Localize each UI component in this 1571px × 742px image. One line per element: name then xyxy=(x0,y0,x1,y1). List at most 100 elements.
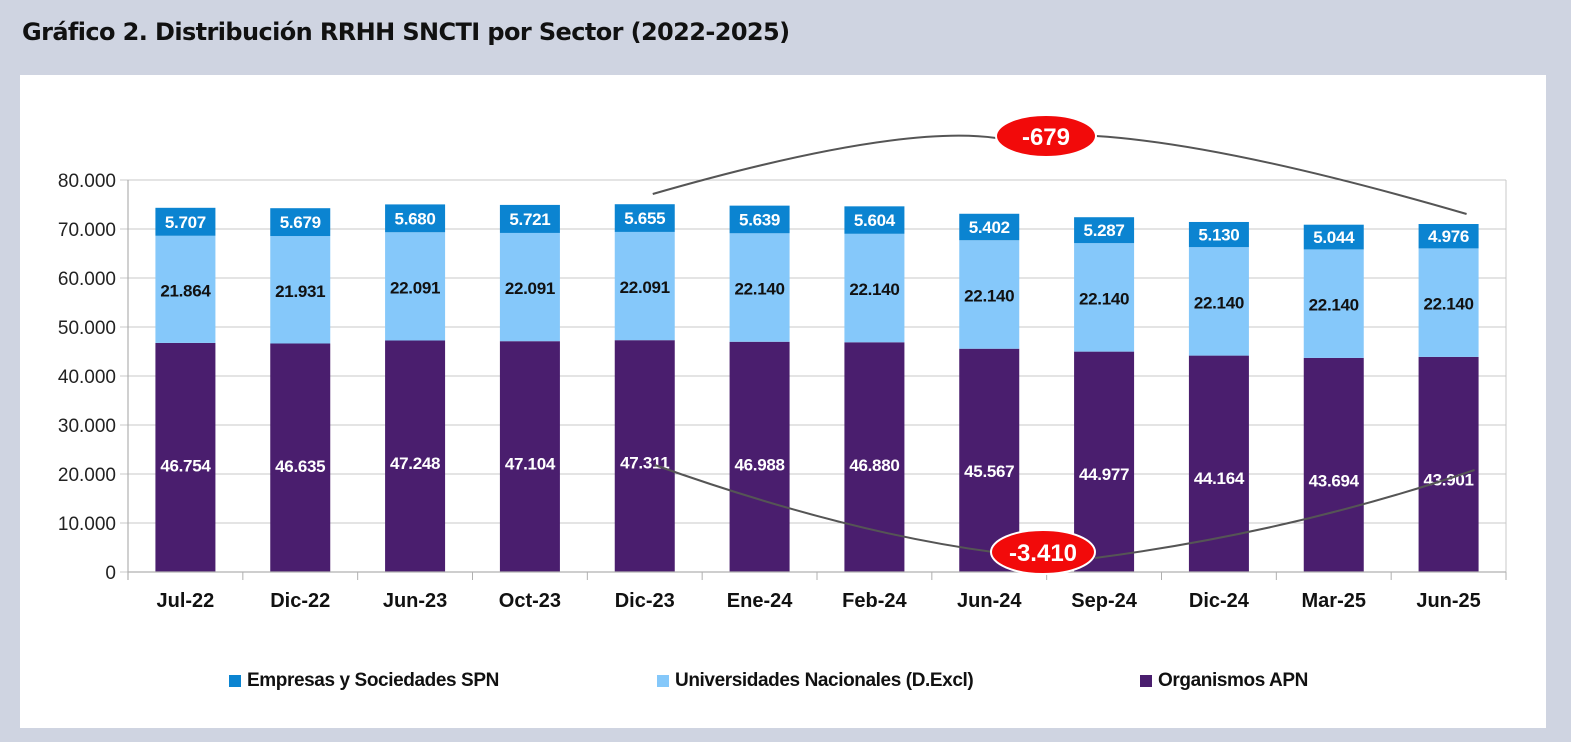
y-tick-label: 50.000 xyxy=(58,318,116,339)
bar-segment-organismos xyxy=(270,343,331,572)
x-tick-label: Sep-24 xyxy=(1071,590,1137,612)
callout-oval xyxy=(995,114,1097,158)
data-label: 47.311 xyxy=(620,454,669,473)
data-label: 5.639 xyxy=(739,210,780,229)
callout-label: -3.410 xyxy=(1009,540,1077,567)
x-tick-label: Oct-23 xyxy=(499,590,561,612)
data-label: 43.694 xyxy=(1309,471,1360,490)
bar-segment-empresas xyxy=(1188,221,1249,248)
legend-item-universidades[interactable]: Universidades Nacionales (D.Excl) xyxy=(657,670,974,692)
x-tick-label: Dic-24 xyxy=(1189,590,1250,612)
data-label: 22.140 xyxy=(734,280,784,299)
bar-segment-universidades xyxy=(844,233,905,343)
data-label: 44.977 xyxy=(1079,465,1129,484)
y-tick-label: 80.000 xyxy=(58,171,116,192)
chart-title: Gráfico 2. Distribución RRHH SNCTI por S… xyxy=(22,18,790,46)
legend-swatch-organismos xyxy=(1140,675,1152,687)
data-label: 22.140 xyxy=(1309,296,1359,315)
y-tick-label: 0 xyxy=(105,563,116,584)
legend-label: Universidades Nacionales (D.Excl) xyxy=(675,670,974,691)
bar-segment-empresas xyxy=(1418,224,1479,249)
y-tick-label: 10.000 xyxy=(58,514,116,535)
bar-segment-organismos xyxy=(155,342,216,572)
x-tick-label: Feb-24 xyxy=(842,590,907,612)
y-tick-label: 20.000 xyxy=(58,465,116,486)
data-label: 5.287 xyxy=(1084,221,1125,240)
data-labels: 46.754 21.864 5.707 46.635 21.931 5.679 47.248… xyxy=(160,209,1474,490)
legend-item-organismos[interactable]: Organismos APN xyxy=(1140,670,1308,692)
y-tick-label: 40.000 xyxy=(58,367,116,388)
callout-label: -679 xyxy=(1022,124,1070,151)
bar-segment-empresas xyxy=(959,213,1020,241)
bar-segment-universidades xyxy=(614,231,675,341)
data-label: 46.880 xyxy=(849,456,899,475)
bar-segment-empresas xyxy=(270,208,331,237)
bar-segment-universidades xyxy=(385,232,446,341)
legend-swatch-empresas xyxy=(229,675,241,687)
bar-segment-universidades xyxy=(1188,247,1249,356)
bar-segment-empresas xyxy=(155,207,216,236)
bar-segment-empresas xyxy=(614,204,675,232)
data-label: 22.091 xyxy=(505,279,555,298)
data-label: 22.140 xyxy=(1194,293,1244,312)
x-tick-label: Dic-23 xyxy=(615,590,675,612)
bar-segment-empresas xyxy=(499,204,560,233)
callout-oval xyxy=(990,529,1096,575)
bar-segment-universidades xyxy=(1418,248,1479,357)
annotations: -679 -3.410 xyxy=(652,114,1475,575)
bar-segment-universidades xyxy=(1074,243,1135,352)
legend: Empresas y Sociedades SPN Universidades … xyxy=(0,670,1571,696)
data-label: 46.754 xyxy=(160,456,211,475)
connector-line xyxy=(1094,469,1475,559)
connector-line xyxy=(654,464,994,553)
data-label: 4.976 xyxy=(1428,227,1469,246)
data-label: 47.104 xyxy=(505,455,556,474)
x-tick-label: Jun-23 xyxy=(383,590,447,612)
bar-segment-organismos xyxy=(385,340,446,572)
data-label: 22.140 xyxy=(849,280,899,299)
data-label: 47.248 xyxy=(390,454,440,473)
bar-segment-empresas xyxy=(844,206,905,234)
data-label: 22.140 xyxy=(1423,295,1473,314)
legend-label: Empresas y Sociedades SPN xyxy=(247,670,499,691)
gridlines xyxy=(120,179,1507,573)
data-label: 21.864 xyxy=(160,281,211,300)
data-label: 5.044 xyxy=(1313,228,1355,247)
legend-swatch-universidades xyxy=(657,675,669,687)
bar-segment-organismos xyxy=(729,341,790,572)
legend-label: Organismos APN xyxy=(1158,670,1308,691)
bar-segment-universidades xyxy=(1303,249,1364,358)
data-label: 5.402 xyxy=(969,218,1010,237)
data-label: 22.140 xyxy=(1079,289,1129,308)
legend-item-empresas[interactable]: Empresas y Sociedades SPN xyxy=(229,670,499,692)
bar-segment-organismos xyxy=(1418,356,1479,572)
data-label: 5.604 xyxy=(854,211,896,230)
y-tick-label: 60.000 xyxy=(58,269,116,290)
bar-segment-organismos xyxy=(614,340,675,572)
bar-segment-empresas xyxy=(1074,217,1135,244)
data-label: 5.707 xyxy=(165,213,206,232)
data-label: 45.567 xyxy=(964,462,1014,481)
bar-segment-universidades xyxy=(729,233,790,342)
data-label: 5.679 xyxy=(280,213,321,232)
bar-segment-empresas xyxy=(385,204,446,233)
bar-segment-universidades xyxy=(270,236,331,344)
bars xyxy=(155,204,1479,572)
data-label: 46.988 xyxy=(734,455,784,474)
data-label: 44.164 xyxy=(1194,469,1245,488)
axes: 0 10.000 20.000 30.000 40.000 50.000 60.000 70.… xyxy=(58,171,1507,612)
data-label: 22.091 xyxy=(620,278,670,297)
data-label: 21.931 xyxy=(275,282,325,301)
x-tick-label: Ene-24 xyxy=(727,590,793,612)
x-tick-label: Dic-22 xyxy=(270,590,330,612)
bar-segment-organismos xyxy=(1303,357,1364,572)
data-label: 22.140 xyxy=(964,286,1014,305)
y-tick-label: 30.000 xyxy=(58,416,116,437)
data-label: 5.655 xyxy=(624,209,665,228)
data-label: 5.721 xyxy=(509,210,550,229)
data-label: 46.635 xyxy=(275,457,325,476)
x-tick-label: Jul-22 xyxy=(157,590,215,612)
x-tick-label: Mar-25 xyxy=(1302,590,1366,612)
x-tick-label: Jun-24 xyxy=(957,590,1022,612)
